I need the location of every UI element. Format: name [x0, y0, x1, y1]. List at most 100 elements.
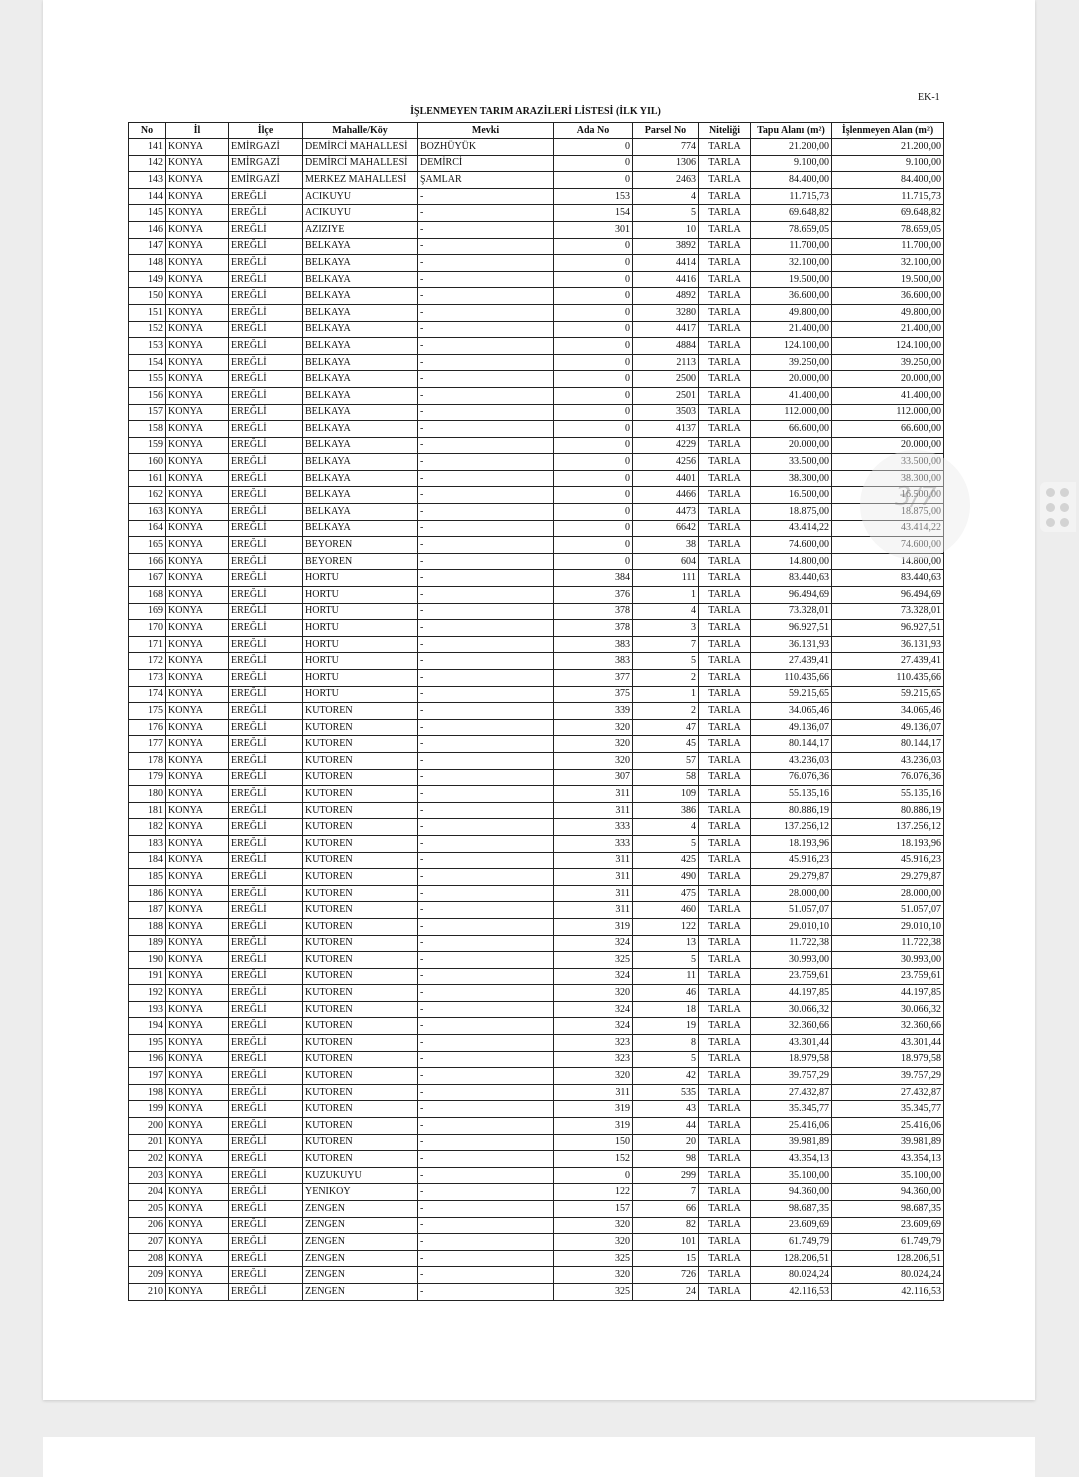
cell-islenmeyen-alan: 61.749,79: [831, 1233, 944, 1251]
cell-mahalle: ZENGEN: [302, 1233, 418, 1251]
header-niteligi: Niteliği: [698, 122, 751, 139]
cell-ilce: EREĞLİ: [228, 1200, 303, 1218]
cell-niteligi: TARLA: [698, 1166, 751, 1185]
cell-il: KONYA: [165, 751, 229, 770]
cell-mahalle: BELKAYA: [302, 370, 418, 388]
cell-ilce: EREĞLİ: [228, 337, 303, 355]
cell-ada-no: 0: [553, 386, 633, 405]
cell-mahalle: ACIKUYU: [302, 187, 418, 206]
cell-tapu-alani: 39.981,89: [750, 1133, 832, 1152]
cell-ilce: EREĞLİ: [228, 287, 303, 305]
cell-niteligi: TARLA: [698, 403, 751, 422]
cell-niteligi: TARLA: [698, 984, 751, 1002]
cell-mahalle: KUTOREN: [302, 967, 418, 986]
cell-parsel-no: 10: [632, 220, 699, 239]
cell-il: KONYA: [165, 154, 229, 173]
cell-il: KONYA: [165, 204, 229, 222]
table-row: 165 KONYA EREĞLİ BEYOREN -0 38 TARLA 74.600,00 7…: [128, 536, 944, 554]
table-row: 195 KONYA EREĞLİ KUTOREN -323 8 TARLA 43.301,44…: [128, 1034, 944, 1052]
table-row: 177 KONYA EREĞLİ KUTOREN -320 45 TARLA 80.144,1…: [128, 735, 944, 753]
cell-niteligi: TARLA: [698, 569, 751, 588]
cell-ilce: EREĞLİ: [228, 735, 303, 753]
cell-ada-no: 311: [553, 785, 633, 803]
cell-mevki: -: [417, 669, 554, 687]
cell-tapu-alani: 98.687,35: [750, 1200, 832, 1218]
cell-mahalle: BELKAYA: [302, 486, 418, 505]
drag-handle-dots-icon[interactable]: [1040, 482, 1076, 532]
cell-mahalle: KUTOREN: [302, 801, 418, 820]
cell-tapu-alani: 76.076,36: [750, 768, 832, 787]
cell-no: 153: [128, 337, 166, 355]
cell-il: KONYA: [165, 1083, 229, 1102]
cell-ilce: EREĞLİ: [228, 586, 303, 604]
table-row: 196 KONYA EREĞLİ KUTOREN -323 5 TARLA 18.979,58…: [128, 1050, 944, 1069]
cell-parsel-no: 24: [632, 1282, 699, 1301]
cell-mevki: -: [417, 469, 554, 488]
cell-ada-no: 0: [553, 436, 633, 455]
cell-ilce: EREĞLİ: [228, 635, 303, 654]
cell-mevki: -: [417, 967, 554, 986]
cell-no: 168: [128, 586, 166, 604]
cell-parsel-no: 82: [632, 1216, 699, 1235]
cell-mahalle: BELKAYA: [302, 386, 418, 405]
cell-mevki: -: [417, 287, 554, 305]
cell-tapu-alani: 14.800,00: [750, 552, 832, 571]
cell-il: KONYA: [165, 420, 229, 438]
cell-mahalle: KUTOREN: [302, 901, 418, 919]
cell-no: 201: [128, 1133, 166, 1152]
table-row: 167 KONYA EREĞLİ HORTU -384 111 TARLA 83.440,63…: [128, 569, 944, 588]
cell-parsel-no: 535: [632, 1083, 699, 1102]
cell-mevki: -: [417, 884, 554, 903]
cell-tapu-alani: 84.400,00: [750, 171, 832, 189]
cell-mahalle: BELKAYA: [302, 353, 418, 372]
cell-ilce: EREĞLİ: [228, 702, 303, 720]
cell-mevki: -: [417, 718, 554, 737]
cell-mevki: -: [417, 1266, 554, 1284]
cell-tapu-alani: 45.916,23: [750, 851, 832, 870]
cell-islenmeyen-alan: 23.759,61: [831, 967, 944, 986]
cell-mahalle: HORTU: [302, 685, 418, 704]
cell-ada-no: 324: [553, 1017, 633, 1036]
cell-no: 145: [128, 204, 166, 222]
cell-islenmeyen-alan: 84.400,00: [831, 171, 944, 189]
cell-no: 189: [128, 934, 166, 953]
cell-parsel-no: 5: [632, 951, 699, 969]
cell-tapu-alani: 80.886,19: [750, 801, 832, 820]
cell-mahalle: BELKAYA: [302, 254, 418, 272]
cell-tapu-alani: 39.250,00: [750, 353, 832, 372]
cell-islenmeyen-alan: 78.659,05: [831, 220, 944, 239]
cell-mevki: -: [417, 1249, 554, 1268]
cell-ilce: EREĞLİ: [228, 320, 303, 339]
cell-no: 194: [128, 1017, 166, 1036]
cell-ada-no: 324: [553, 967, 633, 986]
cell-tapu-alani: 80.024,24: [750, 1266, 832, 1284]
cell-ilce: EREĞLİ: [228, 917, 303, 936]
cell-no: 143: [128, 171, 166, 189]
cell-niteligi: TARLA: [698, 884, 751, 903]
cell-ilce: EREĞLİ: [228, 1183, 303, 1201]
cell-niteligi: TARLA: [698, 768, 751, 787]
cell-no: 202: [128, 1150, 166, 1168]
cell-niteligi: TARLA: [698, 353, 751, 372]
table-row: 153 KONYA EREĞLİ BELKAYA -0 4884 TARLA 124.100,…: [128, 337, 944, 355]
cell-no: 161: [128, 469, 166, 488]
cell-il: KONYA: [165, 967, 229, 986]
cell-mevki: -: [417, 552, 554, 571]
cell-tapu-alani: 35.100,00: [750, 1166, 832, 1185]
cell-mahalle: HORTU: [302, 635, 418, 654]
cell-tapu-alani: 18.193,96: [750, 834, 832, 853]
cell-mevki: -: [417, 1083, 554, 1102]
cell-mahalle: BELKAYA: [302, 436, 418, 455]
cell-no: 190: [128, 951, 166, 969]
cell-parsel-no: 5: [632, 204, 699, 222]
cell-niteligi: TARLA: [698, 1200, 751, 1218]
cell-parsel-no: 98: [632, 1150, 699, 1168]
cell-ilce: EREĞLİ: [228, 669, 303, 687]
cell-niteligi: TARLA: [698, 1117, 751, 1135]
cell-islenmeyen-alan: 11.700,00: [831, 237, 944, 256]
cell-il: KONYA: [165, 851, 229, 870]
cell-il: KONYA: [165, 834, 229, 853]
cell-islenmeyen-alan: 36.600,00: [831, 287, 944, 305]
cell-ilce: EREĞLİ: [228, 519, 303, 538]
cell-il: KONYA: [165, 619, 229, 637]
